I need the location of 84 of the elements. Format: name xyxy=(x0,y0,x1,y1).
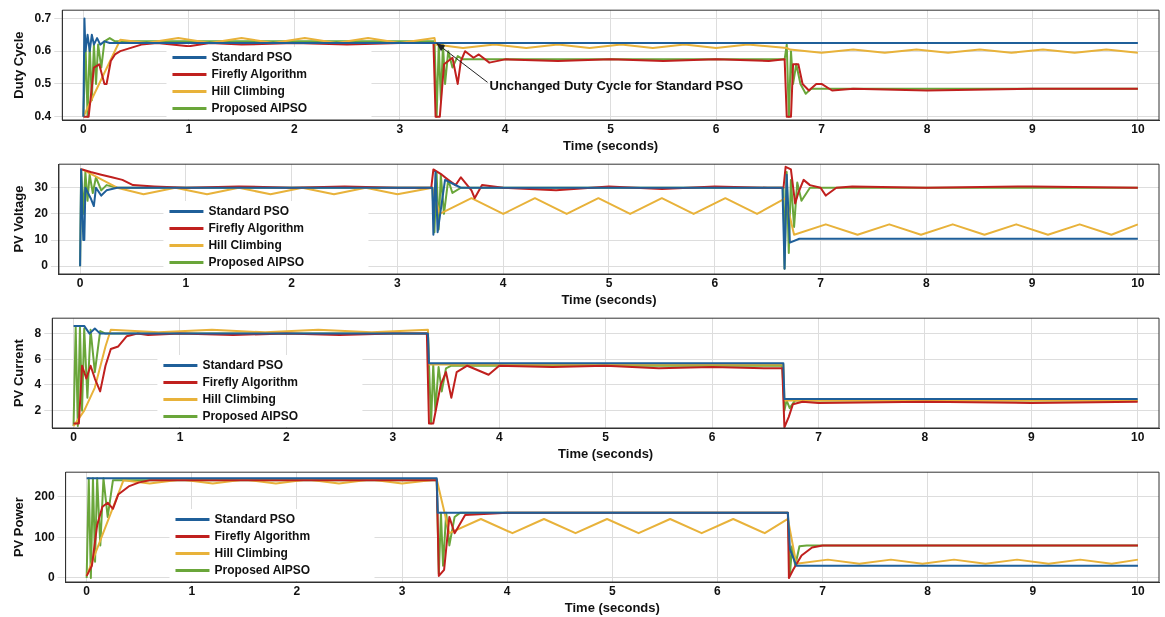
x-tick-label: 3 xyxy=(398,583,406,598)
y-tick-label: 0.7 xyxy=(34,10,52,25)
x-tick-label: 5 xyxy=(608,583,616,598)
x-tick-label: 7 xyxy=(818,121,826,136)
y-tick-label: 100 xyxy=(34,529,55,544)
x-axis-title: Time (seconds) xyxy=(564,599,660,615)
legend-label: Hill Climbing xyxy=(202,391,276,406)
x-tick-label: 10 xyxy=(1131,429,1145,444)
y-tick-label: 4 xyxy=(34,377,42,392)
legend-label: Firefly Algorithm xyxy=(202,374,298,389)
legend-label: Standard PSO xyxy=(208,203,290,218)
x-tick-label: 1 xyxy=(182,275,190,290)
x-axis-title: Time (seconds) xyxy=(558,445,654,461)
y-tick-label: 0.4 xyxy=(34,109,52,124)
x-tick-label: 7 xyxy=(815,429,823,444)
y-tick-label: 8 xyxy=(34,325,42,340)
x-tick-label: 3 xyxy=(389,429,397,444)
x-axis-title: Time (seconds) xyxy=(563,137,659,153)
legend-label: Standard PSO xyxy=(202,357,284,372)
y-tick-label: 30 xyxy=(34,180,49,195)
y-axis-title: PV Voltage xyxy=(11,185,27,253)
y-tick-label: 10 xyxy=(34,232,49,247)
x-tick-label: 6 xyxy=(712,121,720,136)
x-tick-label: 9 xyxy=(1029,583,1037,598)
x-tick-label: 10 xyxy=(1131,121,1145,136)
y-axis-title: Duty Cycle xyxy=(11,31,27,99)
legend-label: Proposed AIPSO xyxy=(211,100,308,115)
x-tick-label: 2 xyxy=(283,429,291,444)
x-tick-label: 1 xyxy=(188,583,196,598)
y-tick-label: 20 xyxy=(34,206,49,221)
y-axis-title: PV Current xyxy=(11,338,27,408)
x-tick-label: 5 xyxy=(602,429,610,444)
legend-label: Standard PSO xyxy=(211,49,293,64)
x-tick-label: 6 xyxy=(711,275,719,290)
x-tick-label: 10 xyxy=(1131,275,1145,290)
x-tick-label: 0 xyxy=(80,121,88,136)
legend-label: Proposed AIPSO xyxy=(208,254,305,269)
x-tick-label: 9 xyxy=(1029,121,1037,136)
x-tick-label: 7 xyxy=(819,583,827,598)
legend-label: Hill Climbing xyxy=(208,237,282,252)
x-tick-label: 6 xyxy=(714,583,722,598)
x-tick-label: 2 xyxy=(290,121,298,136)
x-tick-label: 0 xyxy=(76,275,84,290)
x-tick-label: 3 xyxy=(396,121,404,136)
x-tick-label: 9 xyxy=(1028,275,1036,290)
y-tick-label: 6 xyxy=(34,351,42,366)
legend-label: Firefly Algorithm xyxy=(214,528,311,543)
y-tick-label: 0.6 xyxy=(34,43,52,58)
x-tick-label: 8 xyxy=(924,583,932,598)
legend-label: Hill Climbing xyxy=(214,545,288,560)
x-tick-label: 8 xyxy=(921,429,929,444)
x-tick-label: 9 xyxy=(1027,429,1035,444)
legend-label: Hill Climbing xyxy=(211,83,285,98)
x-tick-label: 1 xyxy=(185,121,193,136)
x-tick-label: 10 xyxy=(1131,583,1145,598)
x-tick-label: 4 xyxy=(501,121,509,136)
legend-label: Firefly Algorithm xyxy=(211,66,308,81)
legend-label: Firefly Algorithm xyxy=(208,220,305,235)
y-tick-label: 200 xyxy=(34,488,55,503)
x-tick-label: 2 xyxy=(288,275,296,290)
annotation: Unchanged Duty Cycle for Standard PSO xyxy=(489,77,744,93)
legend-label: Proposed AIPSO xyxy=(214,562,311,577)
x-tick-label: 3 xyxy=(394,275,402,290)
y-tick-label: 0 xyxy=(41,258,49,273)
x-tick-label: 7 xyxy=(817,275,825,290)
y-tick-label: 0 xyxy=(47,570,55,585)
y-axis-title: PV Power xyxy=(11,497,27,558)
x-tick-label: 5 xyxy=(607,121,615,136)
x-tick-label: 4 xyxy=(503,583,511,598)
y-tick-label: 2 xyxy=(34,402,42,417)
x-tick-label: 4 xyxy=(495,429,503,444)
x-tick-label: 4 xyxy=(499,275,507,290)
x-tick-label: 5 xyxy=(605,275,613,290)
x-tick-label: 8 xyxy=(923,121,931,136)
x-tick-label: 1 xyxy=(176,429,184,444)
x-tick-label: 0 xyxy=(83,583,91,598)
x-tick-label: 0 xyxy=(70,429,78,444)
legend-label: Standard PSO xyxy=(214,511,296,526)
x-tick-label: 6 xyxy=(708,429,716,444)
x-axis-title: Time (seconds) xyxy=(561,291,657,307)
x-tick-label: 2 xyxy=(293,583,301,598)
y-tick-label: 0.5 xyxy=(34,76,52,91)
legend-label: Proposed AIPSO xyxy=(202,408,298,423)
x-tick-label: 8 xyxy=(922,275,930,290)
